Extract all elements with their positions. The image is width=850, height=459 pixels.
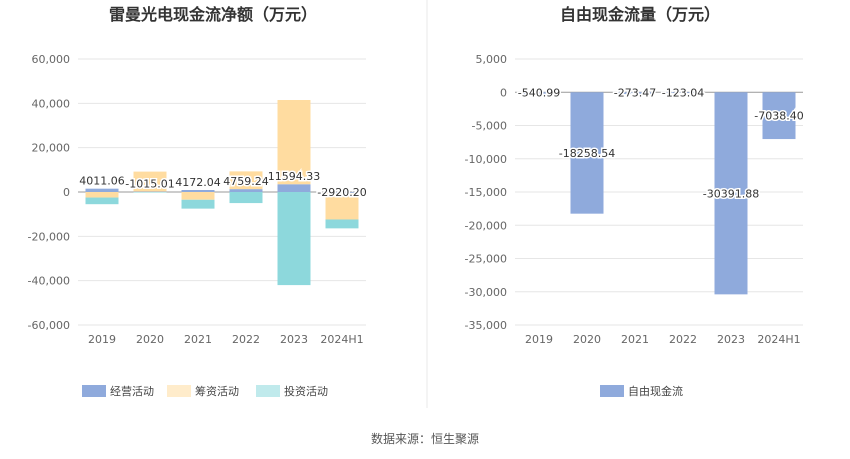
bar-financing-2020[interactable] [133, 171, 167, 192]
bar-operating-2023[interactable] [277, 184, 311, 192]
chart-title-net-cash-flow: 雷曼光电现金流净额（万元） [109, 5, 317, 24]
value-label: -123.04 [662, 86, 704, 99]
legend-label-operating[interactable]: 经营活动 [110, 384, 154, 398]
y-tick-label: -20,000 [465, 219, 507, 232]
legend-label-financing[interactable]: 筹资活动 [195, 384, 239, 398]
x-tick-label: 2020 [573, 333, 601, 346]
left-grid [78, 58, 366, 326]
left-legend[interactable]: 经营活动 筹资活动 投资活动 [82, 384, 328, 398]
x-tick-label: 2019 [88, 333, 116, 346]
value-label: 11594.33 [268, 170, 321, 183]
bar-investing-2021[interactable] [181, 199, 215, 209]
y-tick-label: 60,000 [32, 53, 71, 66]
y-tick-label: 40,000 [32, 97, 71, 110]
y-tick-label: -20,000 [28, 230, 70, 243]
y-tick-label: -15,000 [465, 186, 507, 199]
x-tick-label: 2023 [280, 333, 308, 346]
right-grid [515, 58, 803, 326]
x-tick-label: 2022 [232, 333, 260, 346]
bar-financing-2019[interactable] [85, 192, 119, 198]
value-label: 4172.04 [175, 176, 221, 189]
value-label: -273.47 [614, 86, 656, 99]
left-value-labels: 4011.06 -1015.01 4172.04 4759.24 11594.33 -29… [78, 169, 368, 201]
free-cash-flow-chart: 自由现金流量（万元） 5,000 0 -5,000 -10,000 -15,000 -20… [465, 5, 806, 398]
y-tick-label: -10,000 [465, 153, 507, 166]
x-tick-label: 2024H1 [320, 333, 363, 346]
left-axis: 60,000 40,000 20,000 0 -20,000 -40,000 -60,000… [28, 53, 364, 346]
y-tick-label: -30,000 [465, 286, 507, 299]
bar-fcf-2024H1[interactable] [762, 92, 796, 140]
bar-investing-2023[interactable] [277, 192, 311, 286]
x-tick-label: 2024H1 [757, 333, 800, 346]
x-tick-label: 2021 [184, 333, 212, 346]
legend-swatch-investing[interactable] [256, 385, 280, 397]
bar-operating-2021[interactable] [181, 190, 215, 192]
value-label: -1015.01 [125, 178, 174, 191]
x-tick-label: 2023 [717, 333, 745, 346]
y-tick-label: -60,000 [28, 319, 70, 332]
y-tick-label: 20,000 [32, 142, 71, 155]
bar-investing-2020[interactable] [133, 192, 167, 193]
bar-operating-2020[interactable] [133, 191, 167, 193]
y-tick-label: -5,000 [472, 120, 507, 133]
bar-operating-2019[interactable] [85, 188, 119, 192]
right-axis: 5,000 0 -5,000 -10,000 -15,000 -20,000 -25,000… [465, 53, 801, 346]
bar-investing-2019[interactable] [85, 197, 119, 205]
bar-investing-2024H1[interactable] [325, 219, 359, 229]
right-legend[interactable]: 自由现金流 [600, 384, 683, 398]
value-label: 4759.24 [223, 175, 269, 188]
value-label: -540.99 [518, 86, 560, 99]
bar-financing-2022[interactable] [229, 171, 263, 190]
bar-fcf-2019[interactable] [522, 92, 556, 96]
x-tick-label: 2021 [621, 333, 649, 346]
bar-fcf-2020[interactable] [570, 92, 604, 214]
y-tick-label: 0 [500, 86, 507, 99]
x-tick-label: 2020 [136, 333, 164, 346]
data-source: 数据来源：恒生聚源 [371, 431, 479, 446]
value-label: -2920.20 [317, 186, 366, 199]
y-tick-label: 0 [63, 186, 70, 199]
value-label: 4011.06 [79, 175, 125, 188]
bar-investing-2022[interactable] [229, 192, 263, 204]
y-tick-label: -25,000 [465, 253, 507, 266]
bar-operating-2022[interactable] [229, 189, 263, 192]
bar-financing-2021[interactable] [181, 192, 215, 200]
bar-fcf-2023[interactable] [714, 92, 748, 295]
legend-label-fcf[interactable]: 自由现金流 [628, 384, 683, 398]
x-tick-label: 2022 [669, 333, 697, 346]
bar-fcf-2022[interactable] [666, 92, 700, 94]
legend-swatch-operating[interactable] [82, 385, 106, 397]
bar-operating-2024H1[interactable] [325, 192, 359, 193]
left-bars [85, 100, 359, 286]
legend-swatch-fcf[interactable] [600, 385, 624, 397]
y-tick-label: -40,000 [28, 275, 70, 288]
chart-title-free-cash-flow: 自由现金流量（万元） [560, 5, 720, 24]
bar-fcf-2021[interactable] [618, 92, 652, 95]
bar-financing-2024H1[interactable] [325, 192, 359, 220]
legend-swatch-financing[interactable] [167, 385, 191, 397]
legend-label-investing[interactable]: 投资活动 [284, 384, 328, 398]
value-label: -30391.88 [703, 187, 759, 200]
right-bars [522, 92, 796, 295]
x-tick-label: 2019 [525, 333, 553, 346]
bar-financing-2023[interactable] [277, 100, 311, 185]
y-tick-label: -35,000 [465, 319, 507, 332]
right-value-labels: -540.99 -18258.54 -273.47 -123.04 -30391.88 -… [516, 85, 805, 202]
value-label: -7038.40 [754, 110, 803, 123]
y-tick-label: 5,000 [476, 53, 508, 66]
value-label: -18258.54 [559, 147, 615, 160]
net-cash-flow-chart: 雷曼光电现金流净额（万元） 60,000 40,000 20,000 0 -20,000… [28, 5, 369, 398]
